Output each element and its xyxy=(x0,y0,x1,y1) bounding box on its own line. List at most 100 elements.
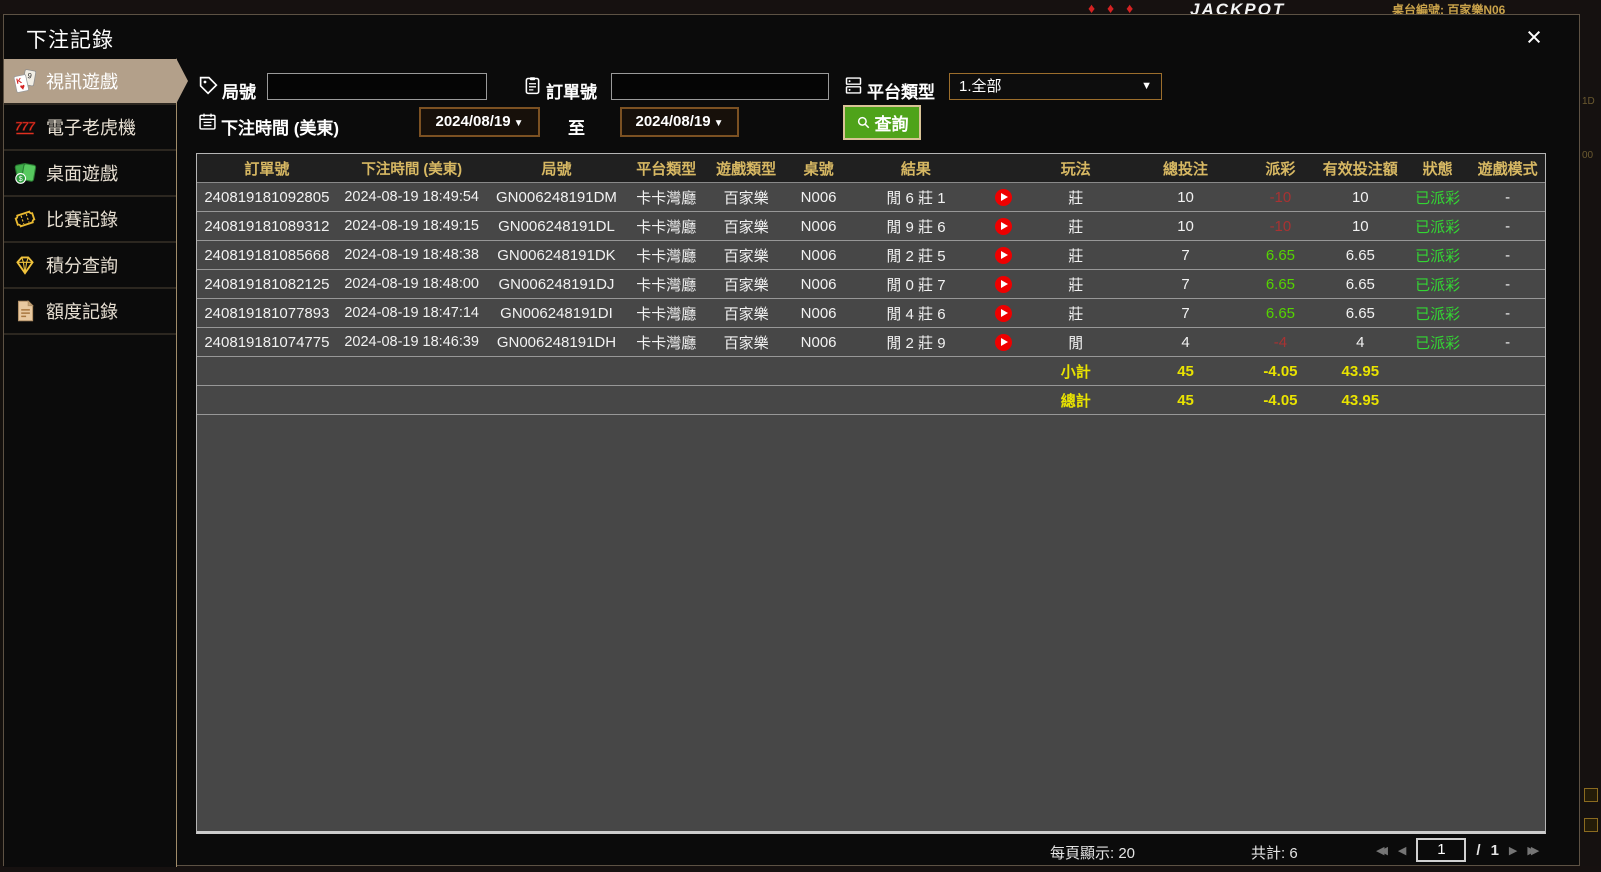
table-cell: 2024-08-19 18:49:15 xyxy=(344,218,480,234)
sidebar-item-credit-records[interactable]: 額度記錄 xyxy=(4,289,176,335)
table-cell: - xyxy=(1505,217,1511,235)
table-cell xyxy=(706,357,786,385)
jackpot-banner: JACKPOT xyxy=(1190,0,1286,14)
table-cell: 6.65 xyxy=(1345,246,1375,264)
table-cell: 閒 2 莊 5 xyxy=(886,247,946,265)
table-cell: 已派彩 xyxy=(1415,334,1461,352)
table-cell: GN006248191DK xyxy=(497,246,616,264)
table-cell: 2024-08-19 18:48:00 xyxy=(344,276,480,292)
table-cell xyxy=(706,386,786,414)
sidebar-item-points-query[interactable]: 積分查詢 xyxy=(4,243,176,289)
dialog-titlebar: 下注記錄 × xyxy=(4,15,1579,59)
column-header: 玩法 xyxy=(1060,160,1091,178)
table-cell xyxy=(981,386,1026,414)
round-number-input[interactable] xyxy=(267,73,487,100)
sidebar-item-match-records[interactable]: 比賽記錄 xyxy=(4,197,176,243)
table-cell: N006 xyxy=(800,333,837,351)
table-cell: 240819181085668 xyxy=(204,246,330,264)
column-header: 結果 xyxy=(900,160,931,178)
play-video-icon[interactable] xyxy=(994,188,1012,206)
column-header xyxy=(981,154,1026,182)
table-cell: 6.65 xyxy=(1345,275,1375,293)
table-cell xyxy=(981,241,1026,269)
last-page-icon[interactable]: ▶▶ xyxy=(1527,844,1539,857)
table-cell: 莊 xyxy=(1068,189,1084,207)
column-header: 狀態 xyxy=(1422,160,1453,178)
table-cell xyxy=(786,386,851,414)
next-page-icon[interactable]: ▶ xyxy=(1508,844,1518,857)
column-header: 遊戲類型 xyxy=(716,160,777,178)
table-cell: 已派彩 xyxy=(1415,305,1461,323)
table-cell: 10 xyxy=(1177,217,1194,235)
date-from-picker[interactable]: 2024/08/19 ▼ xyxy=(419,107,540,137)
table-cell: 閒 4 莊 6 xyxy=(886,305,946,323)
date-to-value: 2024/08/19 xyxy=(635,113,711,130)
table-cell: 卡卡灣廳 xyxy=(636,276,697,294)
table-cell: 莊 xyxy=(1068,305,1084,323)
platform-server-icon xyxy=(845,77,862,94)
column-header: 派彩 xyxy=(1265,160,1296,178)
page-number-input[interactable]: 1 xyxy=(1416,838,1467,862)
search-button[interactable]: 查詢 xyxy=(843,105,921,140)
column-header: 訂單號 xyxy=(244,160,290,178)
table-cell xyxy=(851,386,981,414)
sidebar-item-slots[interactable]: 777 電子老虎機 xyxy=(4,105,176,151)
platform-type-dropdown[interactable]: 1.全部 ▼ xyxy=(949,73,1162,100)
sidebar-item-video-games[interactable]: 9 K ♥ 視訊遊戲 xyxy=(4,58,188,105)
table-cell: 百家樂 xyxy=(723,334,769,352)
table-cell xyxy=(197,357,337,385)
table-cell xyxy=(1405,357,1470,385)
column-header: 有效投注額 xyxy=(1322,160,1398,178)
table-cell xyxy=(487,357,627,385)
table-cell: 已派彩 xyxy=(1415,218,1461,236)
table-cell: 卡卡灣廳 xyxy=(636,247,697,265)
table-cell: - xyxy=(1505,246,1511,264)
chevron-down-icon: ▼ xyxy=(513,118,524,129)
table-cell: N006 xyxy=(800,304,837,322)
table-cell: GN006248191DL xyxy=(498,217,615,235)
table-cell: 240819181082125 xyxy=(204,275,330,293)
svg-text:9: 9 xyxy=(27,71,33,81)
table-cell: N006 xyxy=(800,217,837,235)
background-fragment: 1D xyxy=(1582,96,1595,107)
page-total: 1 xyxy=(1490,841,1499,859)
subtotal-value: 43.95 xyxy=(1341,362,1380,380)
table-cell: N006 xyxy=(800,275,837,293)
table-cell xyxy=(1470,357,1545,385)
grand-total-row: 總計 45 -4.05 43.95 xyxy=(197,386,1545,415)
table-cell: 2024-08-19 18:48:38 xyxy=(344,247,480,263)
sidebar-item-table-games[interactable]: $ 桌面遊戲 xyxy=(4,151,176,197)
page-separator: / xyxy=(1476,841,1481,859)
first-page-icon[interactable]: ◀◀ xyxy=(1376,844,1388,857)
date-to-picker[interactable]: 2024/08/19 ▼ xyxy=(620,107,739,137)
play-video-icon[interactable] xyxy=(994,304,1012,322)
platform-type-label: 平台類型 xyxy=(867,83,935,102)
pagination: ◀◀ ◀ 1 / 1 ▶ ▶▶ xyxy=(1376,838,1539,862)
table-cell: 4 xyxy=(1356,333,1365,351)
svg-text:K: K xyxy=(15,76,23,86)
table-cell: 6.65 xyxy=(1265,275,1296,293)
close-icon[interactable]: × xyxy=(1526,22,1542,52)
grand-total-value: 43.95 xyxy=(1341,391,1380,409)
previous-page-icon[interactable]: ◀ xyxy=(1397,844,1407,857)
table-cell: -4 xyxy=(1273,333,1288,351)
bet-time-label: 下注時間 (美東) xyxy=(221,119,340,138)
play-video-icon[interactable] xyxy=(994,333,1012,351)
table-cell: 百家樂 xyxy=(723,305,769,323)
table-cell: 10 xyxy=(1351,217,1369,235)
table-cell: 莊 xyxy=(1068,276,1084,294)
grand-total-value: -4.05 xyxy=(1263,391,1298,409)
table-cell xyxy=(981,299,1026,327)
table-cell: - xyxy=(1505,188,1511,206)
play-video-icon[interactable] xyxy=(994,217,1012,235)
play-video-icon[interactable] xyxy=(994,246,1012,264)
table-number-label: 桌台編號: 百家樂N06 xyxy=(1392,3,1506,14)
table-row: 240819181092805 2024-08-19 18:49:54 GN0062… xyxy=(197,183,1545,212)
table-row: 240819181082125 2024-08-19 18:48:00 GN0062… xyxy=(197,270,1545,299)
column-header: 遊戲模式 xyxy=(1477,160,1538,178)
table-cell: N006 xyxy=(800,246,837,264)
table-cell: 6.65 xyxy=(1265,304,1296,322)
play-video-icon[interactable] xyxy=(994,275,1012,293)
table-cell xyxy=(981,357,1026,385)
order-number-input[interactable] xyxy=(611,73,829,100)
